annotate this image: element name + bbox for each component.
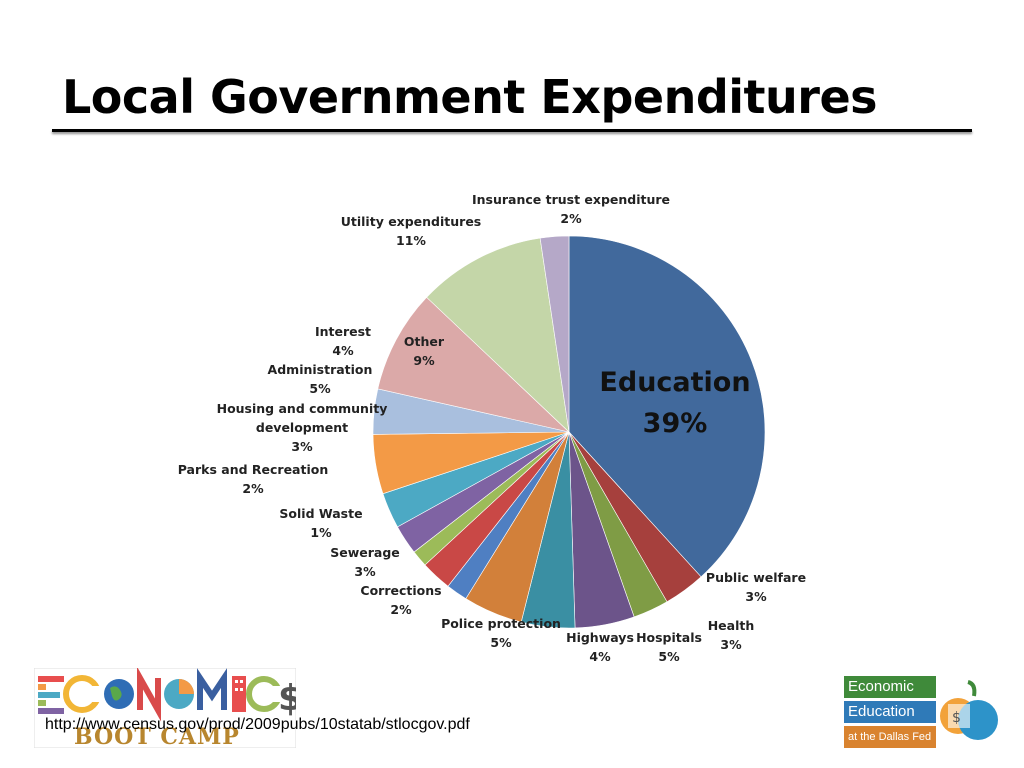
pie-label-solid-waste: Solid Waste 1% [279,506,362,540]
pie-label-sewerage: Sewerage 3% [330,545,400,579]
pie-slice-education [568,235,766,578]
logo-text-education: Education [848,703,915,720]
pie-label-police-protection: Police protection 5% [441,616,561,650]
pie-slice-insurance-trust-expenditure [539,235,570,433]
pie-label-health: Health 3% [708,618,755,652]
pie-label-housing-and-community-development: Housing and community development 3% [217,401,388,454]
logo-bar-education [844,701,936,723]
pie-slice-utility-expenditures [426,237,570,433]
pie-slice-other [377,296,570,433]
pie-label-corrections: Corrections 2% [360,583,441,617]
page-title: Local Government Expenditures [62,70,878,124]
pie-label-utility-expenditures: Utility expenditures 11% [341,214,482,248]
pie-label-administration: Administration 5% [268,362,373,396]
logo-text-economic: Economic [848,678,914,695]
apple-icon: $ [940,680,998,740]
bootcamp-logo-text: BOOT CAMP [74,724,240,750]
pie-label-other: Other 9% [404,334,445,368]
dallas-fed-logo: Economic Education at the Dallas Fed $ [844,676,1002,750]
pie-label-interest: Interest 4% [315,324,371,358]
logo-bar-dallas-fed [844,726,936,748]
svg-text:$: $ [278,678,296,719]
logo-bar-economic [844,676,936,698]
source-url[interactable]: http://www.census.gov/prod/2009pubs/10st… [45,716,470,733]
pie-label-hospitals: Hospitals 5% [636,630,702,664]
logo-text-dallas-fed: at the Dallas Fed [848,731,932,743]
pie-label-public-welfare: Public welfare 3% [706,570,806,604]
pie-label-highways: Highways 4% [566,630,634,664]
pie-label-insurance-trust-expenditure: Insurance trust expenditure 2% [472,192,670,226]
svg-text:$: $ [952,710,961,726]
title-underline [52,129,972,132]
pie-label-parks-and-recreation: Parks and Recreation 2% [178,462,329,496]
pie-label-education: Education 39% [599,367,750,439]
economics-letters-graphic: $ [33,666,303,749]
economics-bootcamp-logo: $ [33,666,303,749]
